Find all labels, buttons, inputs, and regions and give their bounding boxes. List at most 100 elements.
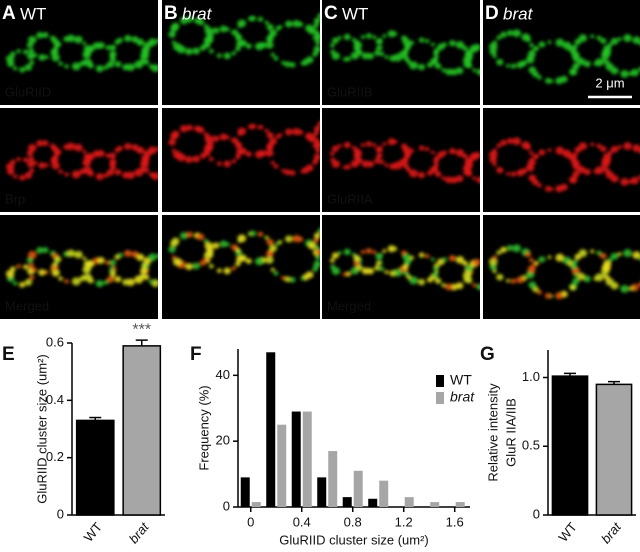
puncta bbox=[264, 20, 269, 25]
puncta bbox=[492, 148, 498, 153]
puncta bbox=[620, 70, 629, 78]
puncta bbox=[212, 27, 220, 34]
puncta bbox=[500, 31, 507, 38]
puncta bbox=[171, 148, 177, 153]
puncta bbox=[124, 249, 132, 257]
puncta bbox=[572, 49, 578, 55]
puncta bbox=[572, 63, 580, 70]
micrograph bbox=[322, 0, 480, 105]
puncta bbox=[462, 153, 468, 159]
signal bbox=[168, 121, 320, 176]
puncta bbox=[377, 252, 383, 258]
puncta bbox=[265, 149, 274, 157]
puncta bbox=[22, 264, 29, 270]
puncta bbox=[544, 292, 552, 299]
puncta bbox=[219, 133, 228, 141]
puncta bbox=[445, 176, 453, 184]
puncta bbox=[28, 263, 35, 269]
puncta bbox=[596, 35, 602, 41]
puncta bbox=[185, 263, 193, 270]
puncta bbox=[97, 42, 105, 49]
puncta bbox=[105, 153, 111, 159]
puncta bbox=[342, 272, 348, 277]
puncta bbox=[308, 27, 317, 35]
puncta bbox=[270, 160, 275, 165]
puncta bbox=[512, 137, 521, 146]
puncta bbox=[433, 159, 439, 165]
puncta bbox=[278, 133, 283, 137]
puncta bbox=[607, 257, 613, 262]
puncta bbox=[433, 51, 439, 57]
bar bbox=[277, 424, 287, 507]
puncta bbox=[476, 283, 480, 291]
puncta bbox=[148, 38, 157, 47]
bar bbox=[328, 451, 338, 507]
puncta bbox=[590, 142, 595, 147]
bar bbox=[317, 477, 327, 507]
puncta bbox=[95, 280, 104, 288]
puncta bbox=[208, 49, 214, 54]
puncta bbox=[38, 269, 46, 276]
puncta bbox=[297, 21, 304, 27]
x-tick-label: 1.6 bbox=[446, 514, 464, 529]
bar bbox=[551, 375, 589, 516]
puncta bbox=[173, 257, 182, 266]
puncta bbox=[392, 246, 398, 252]
puncta bbox=[377, 37, 383, 43]
puncta bbox=[417, 171, 426, 179]
puncta bbox=[510, 278, 517, 284]
significance: *** bbox=[132, 321, 151, 338]
puncta bbox=[171, 237, 180, 245]
puncta bbox=[365, 33, 372, 39]
puncta bbox=[179, 125, 188, 133]
puncta bbox=[632, 36, 640, 45]
puncta bbox=[148, 172, 154, 177]
puncta bbox=[590, 34, 595, 39]
puncta bbox=[389, 270, 397, 277]
puncta bbox=[192, 155, 201, 163]
puncta bbox=[547, 148, 552, 152]
y-axis-label: GluRIID cluster size (um²) bbox=[34, 354, 49, 504]
puncta bbox=[353, 254, 361, 262]
puncta bbox=[36, 140, 44, 147]
puncta bbox=[106, 276, 115, 283]
micrograph bbox=[483, 215, 640, 319]
puncta bbox=[572, 157, 578, 163]
x-tick-label: 1.2 bbox=[395, 514, 413, 529]
panel-letter: B bbox=[164, 3, 178, 24]
puncta bbox=[313, 125, 320, 132]
puncta bbox=[313, 153, 320, 161]
puncta bbox=[599, 252, 607, 259]
puncta bbox=[199, 44, 207, 51]
puncta bbox=[555, 146, 565, 155]
puncta bbox=[257, 231, 264, 237]
puncta bbox=[496, 250, 502, 255]
puncta bbox=[38, 54, 46, 61]
micrograph bbox=[483, 0, 640, 105]
puncta bbox=[24, 64, 33, 71]
puncta bbox=[206, 140, 214, 147]
micrograph-bg bbox=[483, 215, 640, 319]
puncta bbox=[231, 159, 237, 164]
puncta bbox=[389, 55, 397, 62]
puncta bbox=[109, 51, 115, 57]
signal bbox=[488, 244, 640, 300]
puncta bbox=[86, 153, 95, 161]
puncta bbox=[254, 42, 264, 51]
x-tick-label: brat bbox=[598, 518, 625, 546]
puncta bbox=[44, 163, 49, 168]
puncta bbox=[124, 142, 132, 150]
puncta bbox=[462, 260, 468, 266]
puncta bbox=[280, 275, 286, 280]
puncta bbox=[42, 140, 49, 146]
puncta bbox=[206, 247, 214, 254]
puncta bbox=[289, 170, 296, 176]
puncta bbox=[572, 278, 580, 285]
puncta bbox=[105, 45, 111, 51]
puncta bbox=[392, 139, 398, 145]
puncta bbox=[82, 265, 91, 274]
y-tick-label: 20 bbox=[216, 433, 230, 448]
puncta bbox=[156, 253, 158, 258]
puncta bbox=[314, 138, 320, 144]
